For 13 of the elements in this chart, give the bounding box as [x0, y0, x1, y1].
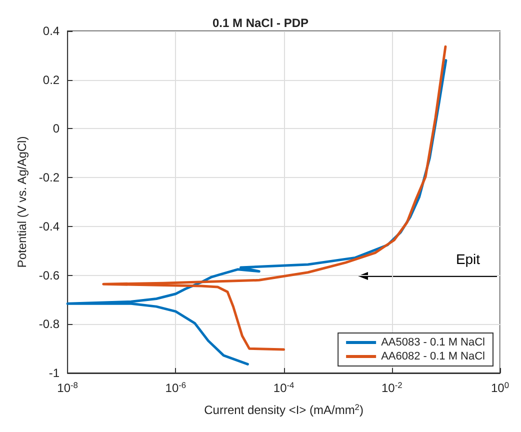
y-tick-label: 0.2 — [42, 72, 60, 87]
legend-label: AA5083 - 0.1 M NaCl — [381, 336, 485, 348]
y-tick-label: -0.2 — [38, 170, 60, 185]
chart-title: 0.1 M NaCl - PDP — [212, 16, 309, 30]
y-axis-title: Potential (V vs. Ag/AgCl) — [15, 136, 29, 268]
y-tick-label: -1 — [48, 366, 60, 380]
y-tick-label: -0.4 — [38, 219, 60, 234]
y-tick-label: 0 — [52, 122, 60, 136]
y-tick-label: -0.8 — [38, 317, 60, 332]
y-tick-label: -0.6 — [38, 268, 60, 282]
annotation: Epit — [456, 251, 480, 267]
y-tick-label: 0.4 — [42, 24, 60, 38]
legend-label: AA6082 - 0.1 M NaCl — [381, 350, 485, 362]
